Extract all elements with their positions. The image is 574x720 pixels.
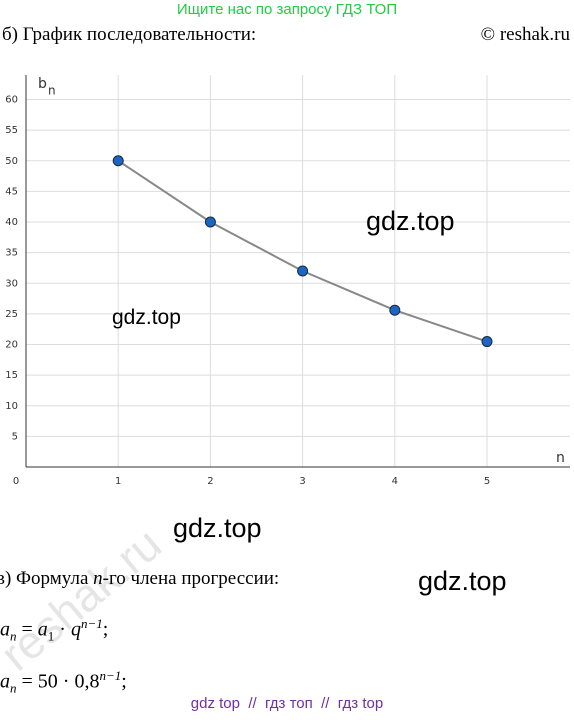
x-axis-label: n [556,450,565,466]
y-tick-label: 60 [5,95,18,106]
subscript: n [10,680,17,696]
y-tick-label: 55 [5,125,18,136]
section-title: в) Формула n-го члена прогрессии: [0,568,279,590]
subscript: 1 [47,628,55,644]
y-tick-label: 35 [5,248,18,259]
symbol: q [70,618,81,641]
section-title: б) График последовательности: [2,24,257,45]
operator: = [16,670,38,693]
y-tick-label: 40 [5,217,18,228]
subscript: n [10,628,17,644]
watermark: gdz.top [418,566,507,596]
punct: ; [102,618,109,641]
x-tick-label: 0 [13,476,19,487]
data-point [481,336,493,348]
y-tick-label: 45 [5,186,18,197]
text: n [93,568,103,589]
watermark: gdz.top [366,206,455,236]
watermark: gdz.top [112,306,181,329]
data-point [204,216,216,228]
symbol: a [0,618,10,641]
x-tick-label: 2 [207,476,213,487]
operator: = [16,618,38,641]
number: 0,8 [74,670,100,693]
y-tick-label: 30 [5,278,18,289]
y-tick-label: 5 [12,431,18,442]
x-tick-label: 4 [392,476,398,487]
x-tick-label: 5 [484,476,490,487]
y-axis-label: b [38,76,47,92]
y-tick-label: 15 [5,370,18,381]
symbol: a [0,670,10,693]
exponent: n−1 [80,616,103,631]
y-axis-label-sub: n [48,84,56,98]
text: в) Формула [0,568,94,589]
y-tick-label: 20 [5,340,18,351]
exponent: n−1 [99,668,122,683]
y-tick-label: 10 [5,401,18,412]
y-tick-label: 25 [5,309,18,320]
operator: · [54,618,71,641]
operator: · [57,670,75,693]
number: 50 [37,670,58,693]
formula: an = 50 · 0,8n−1; [0,668,127,697]
copyright: © reshak.ru [480,24,570,45]
punct: ; [121,670,127,693]
y-tick-label: 50 [5,156,18,167]
watermark: gdz.top [173,513,262,543]
data-point [389,304,401,316]
footer: gdz top // гдз топ // гдз top [190,695,384,712]
formula: an = a1 · qn−1; [0,616,108,645]
diagonal-watermark: reshak.ru [0,517,171,681]
x-tick-label: 1 [115,476,121,487]
symbol: a [37,618,48,641]
data-point [112,155,124,167]
x-tick-label: 3 [299,476,305,487]
data-point [297,265,309,277]
search-hint: Ищите нас по запросу ГДЗ ТОП [176,1,398,18]
text: -го члена прогрессии: [102,568,280,589]
